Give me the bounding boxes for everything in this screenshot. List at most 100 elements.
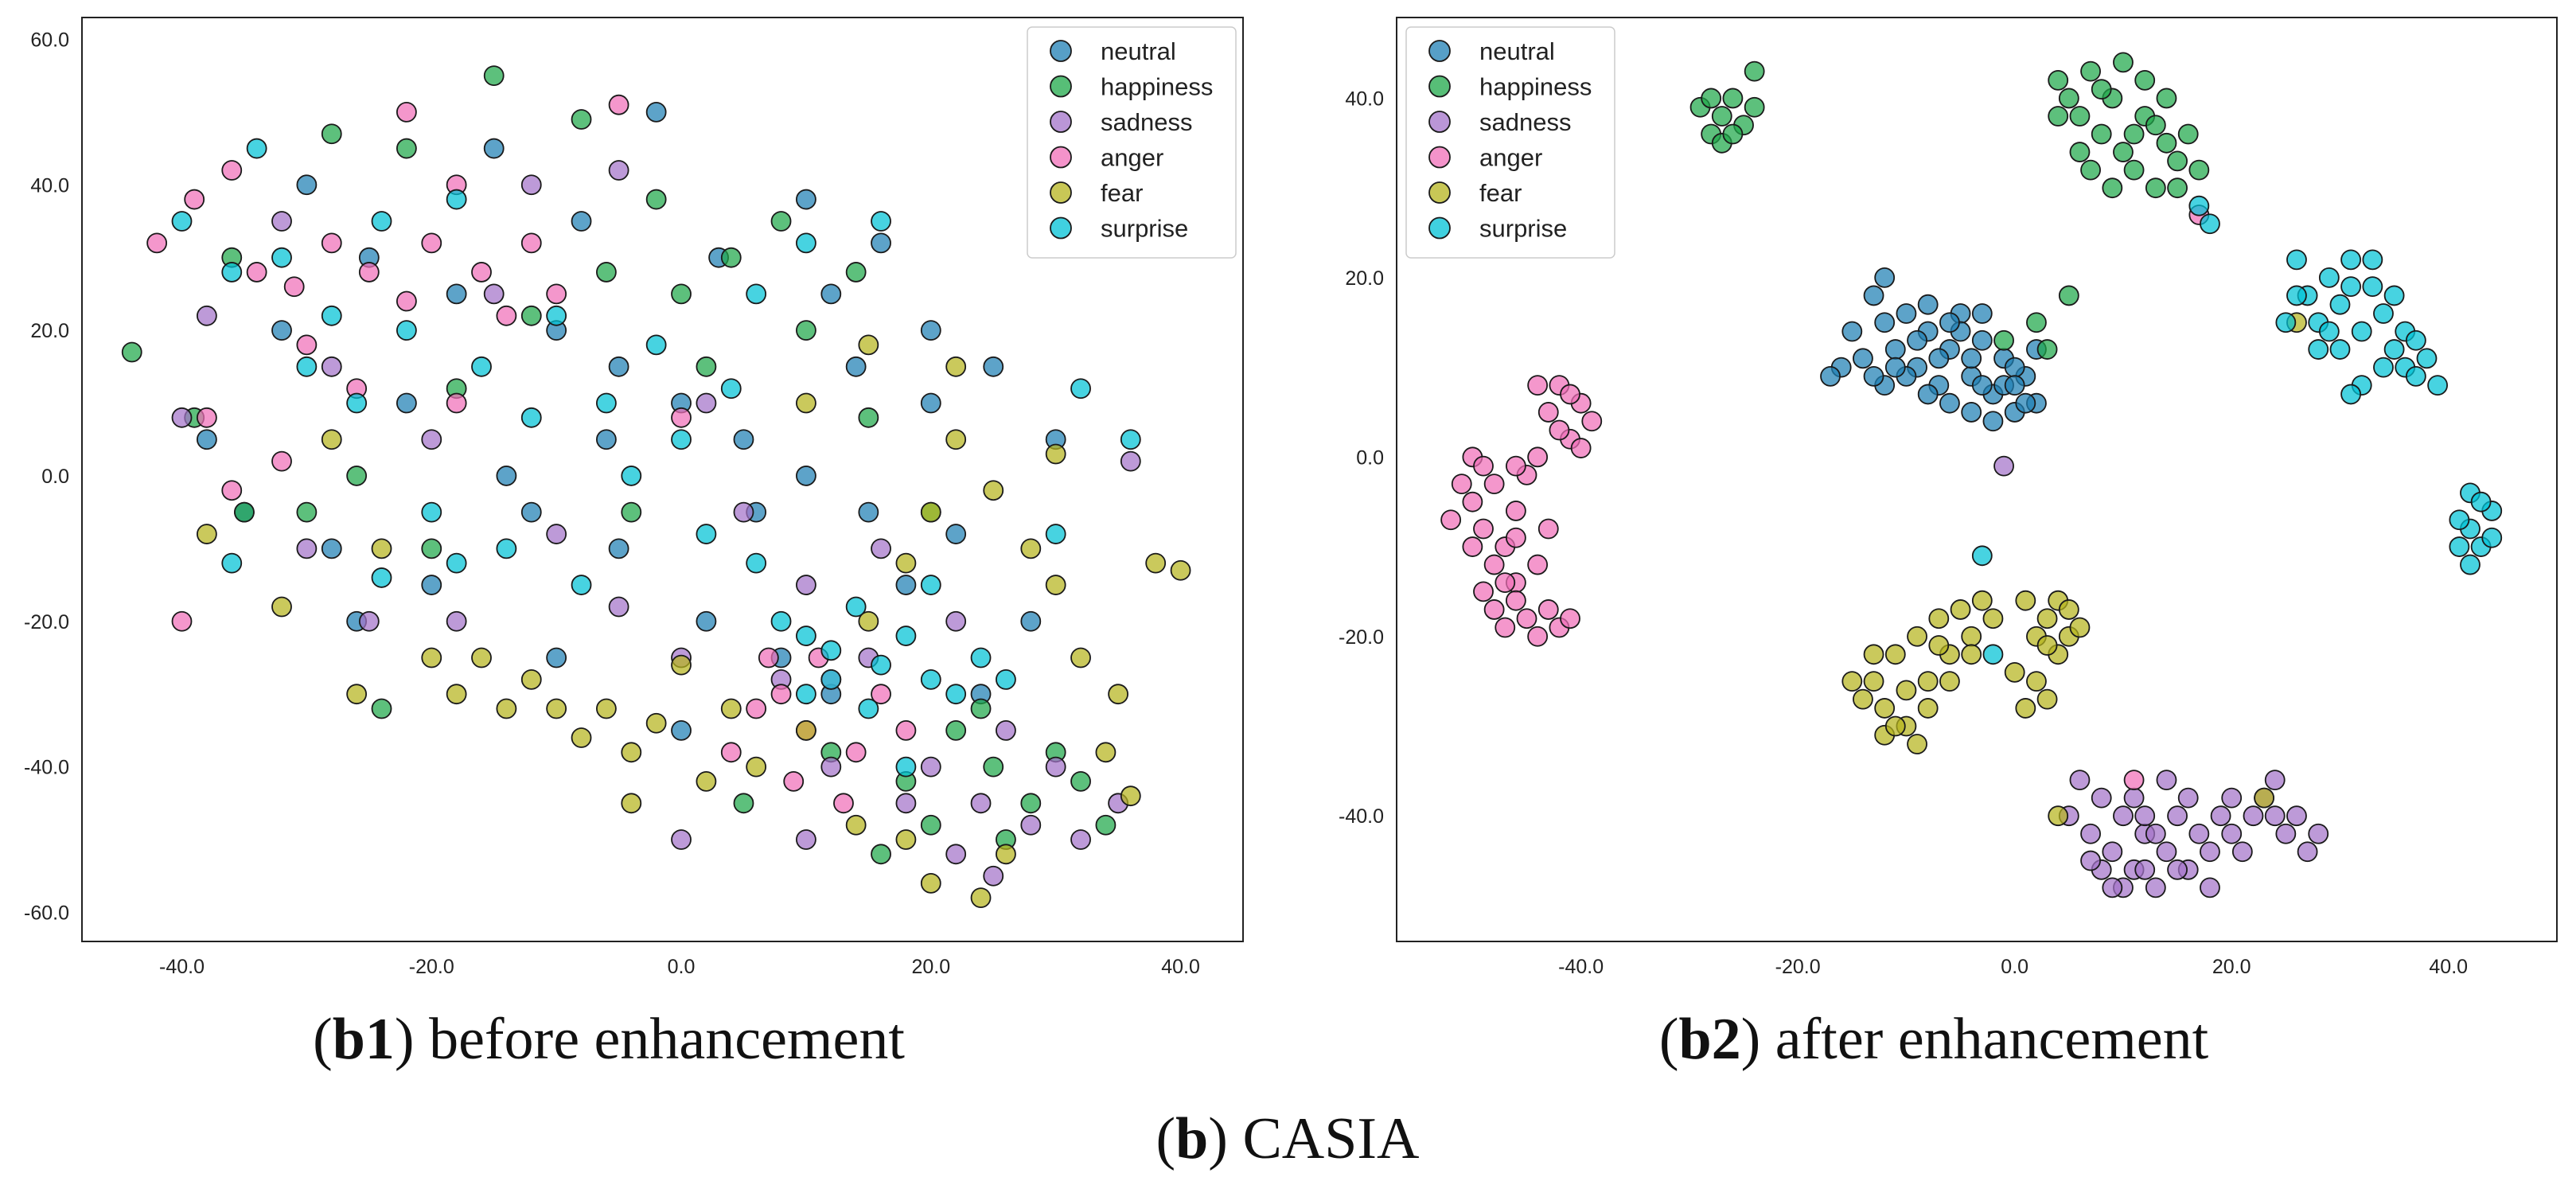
- figure-caption-label: b: [1175, 1106, 1208, 1171]
- data-point-sadness: [2102, 877, 2123, 898]
- data-point-happiness: [2123, 159, 2145, 181]
- legend-marker-fear: [1050, 181, 1072, 204]
- data-point-happiness: [2113, 142, 2134, 162]
- data-point-fear: [920, 501, 941, 523]
- data-point-neutral: [1863, 285, 1884, 306]
- data-point-fear: [845, 814, 867, 836]
- data-point-anger: [845, 742, 867, 763]
- legend-box: [1027, 26, 1237, 259]
- scatter-panel-before: -40.0 -20.0 0.0 20.0 40.0 60.0 40.0 20.0 0.0 -20.…: [24, 17, 1244, 978]
- data-point-surprise: [596, 392, 617, 414]
- data-point-fear: [346, 684, 368, 705]
- panel-caption-b1: (b1) before enhancement: [313, 1007, 905, 1072]
- data-point-anger: [1462, 491, 1483, 513]
- data-point-happiness: [2167, 177, 2188, 199]
- data-point-sadness: [2102, 841, 2123, 863]
- data-point-anger: [1473, 581, 1494, 602]
- data-point-surprise: [2383, 339, 2405, 360]
- legend-marker-anger: [1428, 146, 1451, 169]
- data-point-sadness: [2091, 787, 2112, 809]
- data-point-fear: [1939, 671, 1960, 692]
- data-point-happiness: [770, 211, 792, 232]
- data-point-surprise: [1070, 378, 1091, 400]
- data-point-fear: [945, 356, 967, 377]
- data-point-neutral: [945, 524, 967, 544]
- data-point-surprise: [2427, 375, 2449, 396]
- x-tick-label: 40.0: [1161, 956, 1200, 978]
- data-point-anger: [1537, 518, 1559, 540]
- data-point-fear: [996, 844, 1016, 865]
- data-point-neutral: [1020, 610, 1042, 632]
- data-point-sadness: [2134, 859, 2156, 880]
- data-point-anger: [446, 392, 467, 414]
- data-point-fear: [1982, 608, 2004, 629]
- data-point-fear: [2048, 805, 2069, 827]
- data-point-happiness: [2113, 52, 2134, 73]
- data-point-surprise: [321, 305, 342, 326]
- y-tick-label: 40.0: [1345, 88, 1384, 110]
- data-point-fear: [1863, 671, 1884, 692]
- data-point-sadness: [796, 575, 816, 595]
- data-point-surprise: [871, 211, 891, 232]
- data-point-anger: [221, 160, 243, 181]
- data-point-anger: [520, 232, 542, 254]
- data-point-happiness: [621, 501, 642, 523]
- data-point-anger: [1473, 455, 1494, 477]
- data-point-happiness: [2058, 285, 2079, 306]
- data-point-sadness: [421, 429, 442, 450]
- data-point-neutral: [1982, 411, 2004, 432]
- data-point-happiness: [234, 501, 255, 523]
- data-point-anger: [1473, 518, 1494, 540]
- data-point-fear: [1170, 559, 1191, 581]
- data-point-neutral: [1971, 303, 1993, 324]
- y-tick-label: -40.0: [24, 757, 69, 779]
- data-point-neutral: [1961, 402, 1982, 423]
- data-point-neutral: [845, 356, 867, 377]
- data-point-fear: [895, 552, 917, 574]
- data-point-neutral: [733, 429, 754, 450]
- legend-marker-neutral: [1050, 40, 1072, 62]
- data-point-sadness: [996, 719, 1016, 741]
- x-tick-label: 0.0: [668, 956, 696, 978]
- data-point-neutral: [820, 283, 842, 305]
- data-points: [121, 65, 1191, 909]
- data-point-surprise: [621, 466, 642, 486]
- data-point-neutral: [571, 211, 592, 232]
- data-point-surprise: [1045, 524, 1066, 544]
- data-point-anger: [1505, 527, 1526, 548]
- data-point-fear: [1907, 734, 1927, 754]
- data-point-happiness: [983, 756, 1004, 778]
- data-point-neutral: [446, 283, 467, 305]
- y-tick-label: 0.0: [41, 466, 69, 488]
- caption-text-b2: after enhancement: [1775, 1007, 2209, 1072]
- legend: neutral happiness sadness anger fear surprise: [1027, 26, 1237, 259]
- data-point-anger: [421, 232, 442, 254]
- data-point-neutral: [608, 356, 629, 377]
- data-point-fear: [796, 719, 816, 741]
- legend-marker-surprise: [1050, 216, 1072, 240]
- x-tick-label: 20.0: [911, 956, 950, 978]
- data-point-anger: [2123, 770, 2145, 791]
- data-point-fear: [421, 647, 442, 668]
- data-point-sadness: [2134, 805, 2156, 827]
- data-point-neutral: [483, 138, 505, 159]
- data-point-sadness: [1993, 455, 2014, 477]
- data-point-anger: [1483, 554, 1505, 575]
- data-point-surprise: [2308, 339, 2329, 360]
- data-point-anger: [1527, 626, 1549, 647]
- panel-caption-b2: (b2) after enhancement: [1659, 1007, 2209, 1072]
- data-point-fear: [1917, 671, 1939, 692]
- data-point-fear: [321, 429, 342, 450]
- data-point-surprise: [845, 596, 867, 618]
- data-point-surprise: [770, 610, 792, 632]
- data-point-neutral: [858, 501, 879, 523]
- data-point-fear: [621, 742, 642, 763]
- data-point-fear: [1928, 608, 1950, 629]
- data-point-sadness: [2264, 805, 2286, 827]
- data-point-surprise: [895, 756, 917, 778]
- data-point-fear: [520, 668, 542, 690]
- data-point-fear: [895, 829, 917, 850]
- legend-marker-happiness: [1050, 75, 1072, 98]
- data-point-happiness: [2048, 70, 2069, 91]
- data-point-surprise: [2470, 491, 2492, 513]
